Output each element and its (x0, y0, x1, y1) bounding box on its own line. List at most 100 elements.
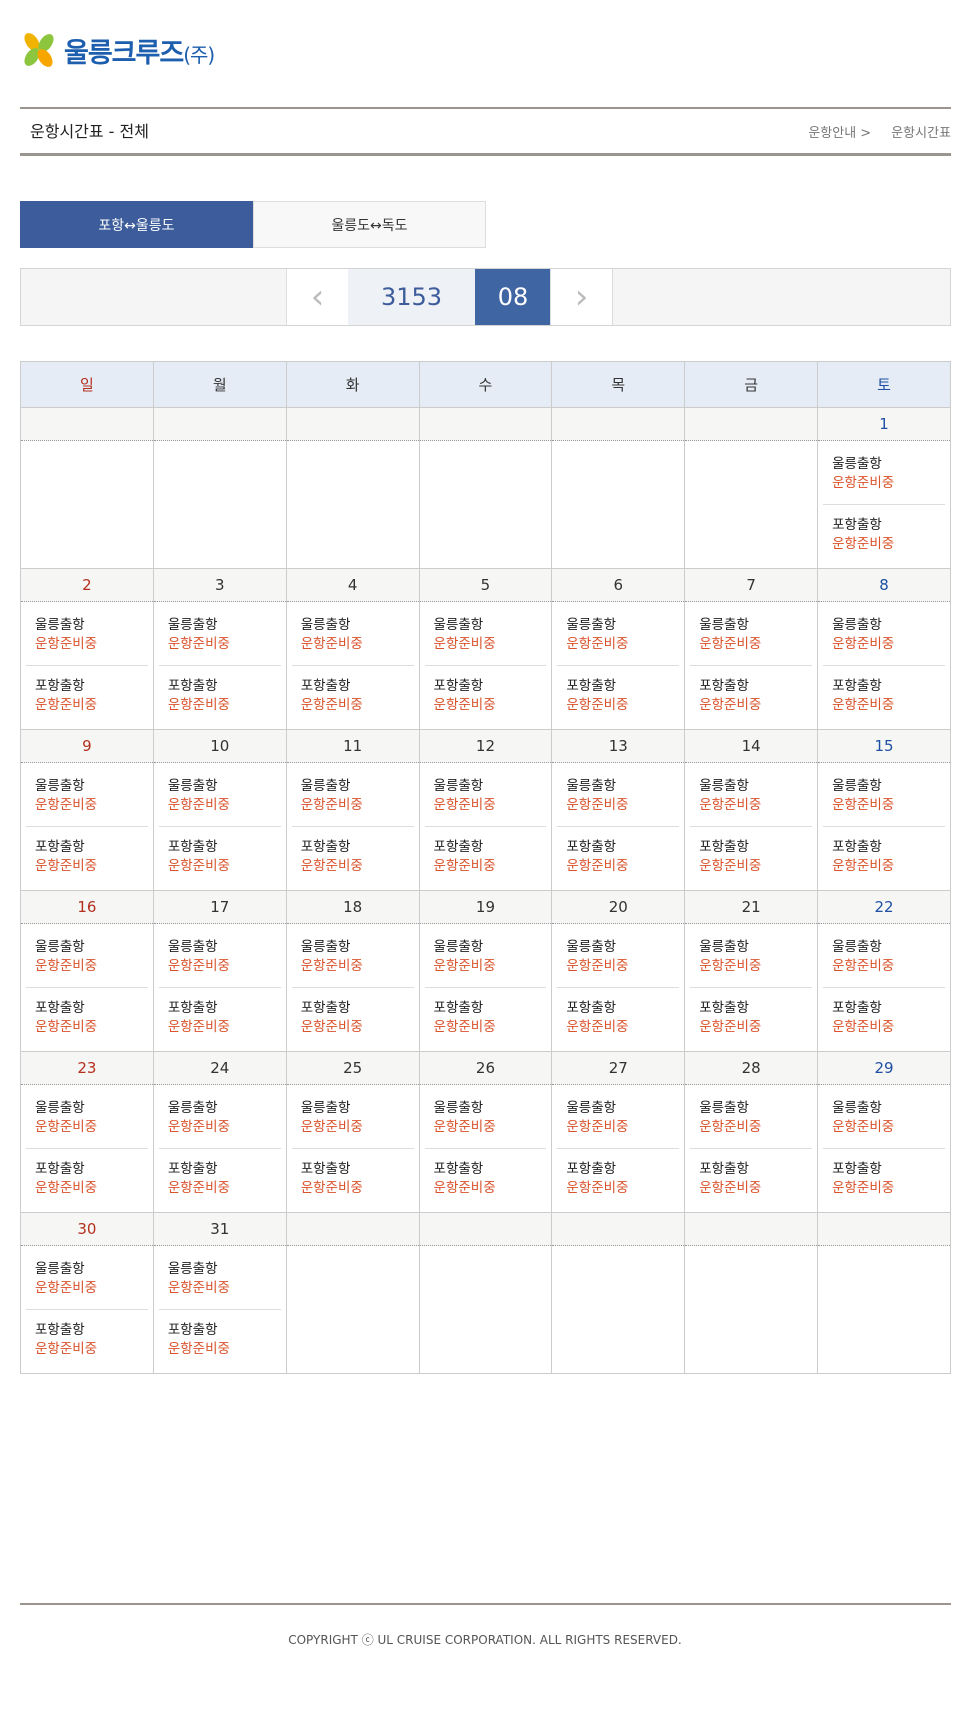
day-number: 7 (746, 576, 756, 594)
trip-status: 운항준비중 (35, 1280, 98, 1296)
trip-entry[interactable]: 포항출항 운항준비중 (26, 665, 148, 715)
trip-entry[interactable]: 포항출항 운항준비중 (158, 1148, 281, 1198)
day-number: 24 (210, 1059, 230, 1077)
date-cell: 26 (418, 1051, 553, 1085)
trip-entry[interactable]: 울릉출항 운항준비중 (823, 616, 945, 654)
trip-entry[interactable]: 포항출항 운항준비중 (823, 987, 945, 1037)
trip-entry[interactable]: 포항출항 운항준비중 (291, 826, 414, 876)
day-number: 25 (343, 1059, 363, 1077)
trip-entry[interactable]: 포항출항 운항준비중 (158, 1309, 281, 1359)
trip-entry[interactable]: 울릉출항 운항준비중 (159, 1260, 281, 1298)
trip-status: 운항준비중 (433, 636, 496, 652)
date-cell: 1 (817, 407, 951, 441)
trip-entry[interactable]: 포항출항 운항준비중 (557, 665, 680, 715)
trip-entry[interactable]: 포항출항 운항준비중 (424, 1148, 547, 1198)
trip-status: 운항준비중 (167, 797, 230, 813)
trip-entry[interactable]: 포항출항 운항준비중 (690, 987, 813, 1037)
trip-entry[interactable]: 포항출항 운항준비중 (291, 1148, 414, 1198)
prev-month-button[interactable]: ‹ (286, 269, 349, 325)
trip-entry[interactable]: 포항출항 운항준비중 (690, 826, 813, 876)
trip-entry[interactable]: 포항출항 운항준비중 (823, 826, 945, 876)
trip-status: 운항준비중 (167, 636, 230, 652)
trip-entry[interactable]: 울릉출항 운항준비중 (690, 777, 812, 815)
trip-entry[interactable]: 포항출항 운항준비중 (424, 826, 547, 876)
trip-entry[interactable]: 울릉출항 운항준비중 (159, 777, 281, 815)
trip-entry[interactable]: 울릉출항 운항준비중 (26, 938, 148, 976)
trip-label: 포항출항 (832, 1000, 882, 1016)
trip-entry[interactable]: 울릉출항 운항준비중 (557, 777, 679, 815)
trip-label: 포항출항 (566, 839, 617, 855)
trip-entry[interactable]: 울릉출항 운항준비중 (690, 1099, 812, 1137)
trip-entry[interactable]: 포항출항 운항준비중 (424, 987, 547, 1037)
trip-status: 운항준비중 (832, 797, 895, 813)
trip-entry[interactable]: 울릉출항 운항준비중 (292, 938, 414, 976)
trip-entry[interactable]: 울릉출항 운항준비중 (425, 616, 547, 654)
trip-entry[interactable]: 포항출항 운항준비중 (557, 1148, 680, 1198)
trip-entry[interactable]: 울릉출항 운항준비중 (26, 1099, 148, 1137)
trip-entry[interactable]: 울릉출항 운항준비중 (557, 1099, 679, 1137)
trip-entry[interactable]: 울릉출항 운항준비중 (159, 1099, 281, 1137)
trip-entry[interactable]: 울릉출항 운항준비중 (823, 1099, 945, 1137)
trip-entry[interactable]: 포항출항 운항준비중 (158, 987, 281, 1037)
trip-entry[interactable]: 울릉출항 운항준비중 (690, 616, 812, 654)
logo[interactable]: 울릉크루즈(주) (20, 30, 215, 70)
trip-label: 포항출항 (35, 1161, 85, 1177)
tab-ulleungdo-dokdo[interactable]: 울릉도↔독도 (253, 201, 486, 248)
trip-entry[interactable]: 울릉출항 운항준비중 (823, 938, 945, 976)
date-cell: 9 (20, 729, 154, 763)
year-display: 3153 (348, 269, 475, 325)
trip-entry[interactable]: 울릉출항 운항준비중 (159, 616, 281, 654)
trip-status: 운항준비중 (167, 1180, 230, 1196)
day-number: 16 (77, 898, 97, 916)
trip-entry[interactable]: 포항출항 운항준비중 (158, 826, 281, 876)
tab-pohang-ulleungdo[interactable]: 포항↔울릉도 (20, 201, 253, 248)
trip-status: 운항준비중 (566, 697, 629, 713)
chevron-right-icon: › (574, 277, 589, 317)
trip-entry[interactable]: 포항출항 운항준비중 (424, 665, 547, 715)
trip-label: 울릉출항 (167, 1100, 218, 1116)
trip-entry[interactable]: 포항출항 운항준비중 (26, 1309, 148, 1359)
trip-entry[interactable]: 울릉출항 운항준비중 (823, 455, 945, 493)
weekday-2: 화 (285, 361, 420, 408)
trip-entry[interactable]: 울릉출항 운항준비중 (292, 616, 414, 654)
trip-entry[interactable]: 포항출항 운항준비중 (690, 665, 813, 715)
trip-entry[interactable]: 울릉출항 운항준비중 (557, 616, 679, 654)
trip-label: 울릉출항 (699, 1100, 749, 1116)
trip-entry[interactable]: 울릉출항 운항준비중 (292, 1099, 414, 1137)
trip-entry[interactable]: 울릉출항 운항준비중 (425, 1099, 547, 1137)
trip-entry[interactable]: 울릉출항 운항준비중 (425, 777, 547, 815)
trip-entry[interactable]: 포항출항 운항준비중 (158, 665, 281, 715)
trip-entry[interactable]: 울릉출항 운항준비중 (292, 777, 414, 815)
trip-label: 포항출항 (699, 678, 749, 694)
trip-entry[interactable]: 울릉출항 운항준비중 (26, 1260, 148, 1298)
trip-entry[interactable]: 울릉출항 운항준비중 (823, 777, 945, 815)
next-month-button[interactable]: › (550, 269, 613, 325)
trip-entry[interactable]: 포항출항 운항준비중 (823, 1148, 945, 1198)
trip-status: 운항준비중 (566, 1019, 629, 1035)
trip-entry[interactable]: 포항출항 운항준비중 (26, 826, 148, 876)
trip-entry[interactable]: 울릉출항 운항준비중 (159, 938, 281, 976)
trip-entry[interactable]: 포항출항 운항준비중 (291, 665, 414, 715)
trip-entry[interactable]: 포항출항 운항준비중 (557, 987, 680, 1037)
trip-entry[interactable]: 포항출항 운항준비중 (26, 987, 148, 1037)
trip-status: 운항준비중 (699, 1019, 762, 1035)
trip-entry[interactable]: 포항출항 운항준비중 (690, 1148, 813, 1198)
trip-entry[interactable]: 포항출항 운항준비중 (557, 826, 680, 876)
breadcrumb-item-timetable[interactable]: 운항시간표 (891, 126, 951, 141)
breadcrumb-item-guide[interactable]: 운항안내 > (808, 126, 872, 141)
trip-entry[interactable]: 포항출항 운항준비중 (823, 665, 945, 715)
date-cell (418, 1212, 553, 1246)
trip-entry[interactable]: 포항출항 운항준비중 (823, 504, 945, 554)
trip-entry[interactable]: 울릉출항 운항준비중 (26, 616, 148, 654)
trip-entry[interactable]: 포항출항 운항준비중 (26, 1148, 148, 1198)
trip-entry[interactable]: 포항출항 운항준비중 (291, 987, 414, 1037)
trip-entry[interactable]: 울릉출항 운항준비중 (26, 777, 148, 815)
trip-entry[interactable]: 울릉출항 운항준비중 (690, 938, 812, 976)
date-cell: 10 (152, 729, 287, 763)
trip-status: 운항준비중 (300, 1119, 363, 1135)
trip-entry[interactable]: 울릉출항 운항준비중 (557, 938, 679, 976)
trip-entry[interactable]: 울릉출항 운항준비중 (425, 938, 547, 976)
